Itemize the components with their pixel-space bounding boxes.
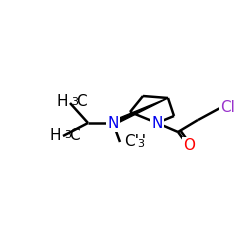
Text: 3: 3	[64, 130, 71, 140]
Text: CH: CH	[124, 134, 146, 148]
Text: H: H	[56, 94, 68, 110]
Text: 3: 3	[137, 139, 144, 149]
Text: O: O	[183, 138, 195, 154]
Text: C: C	[69, 128, 80, 142]
Text: N: N	[107, 116, 119, 130]
Text: 3: 3	[71, 97, 78, 107]
Text: H: H	[50, 128, 61, 142]
Text: C: C	[76, 94, 87, 110]
Polygon shape	[112, 98, 168, 125]
Text: Cl: Cl	[220, 100, 236, 114]
Text: N: N	[151, 116, 163, 130]
